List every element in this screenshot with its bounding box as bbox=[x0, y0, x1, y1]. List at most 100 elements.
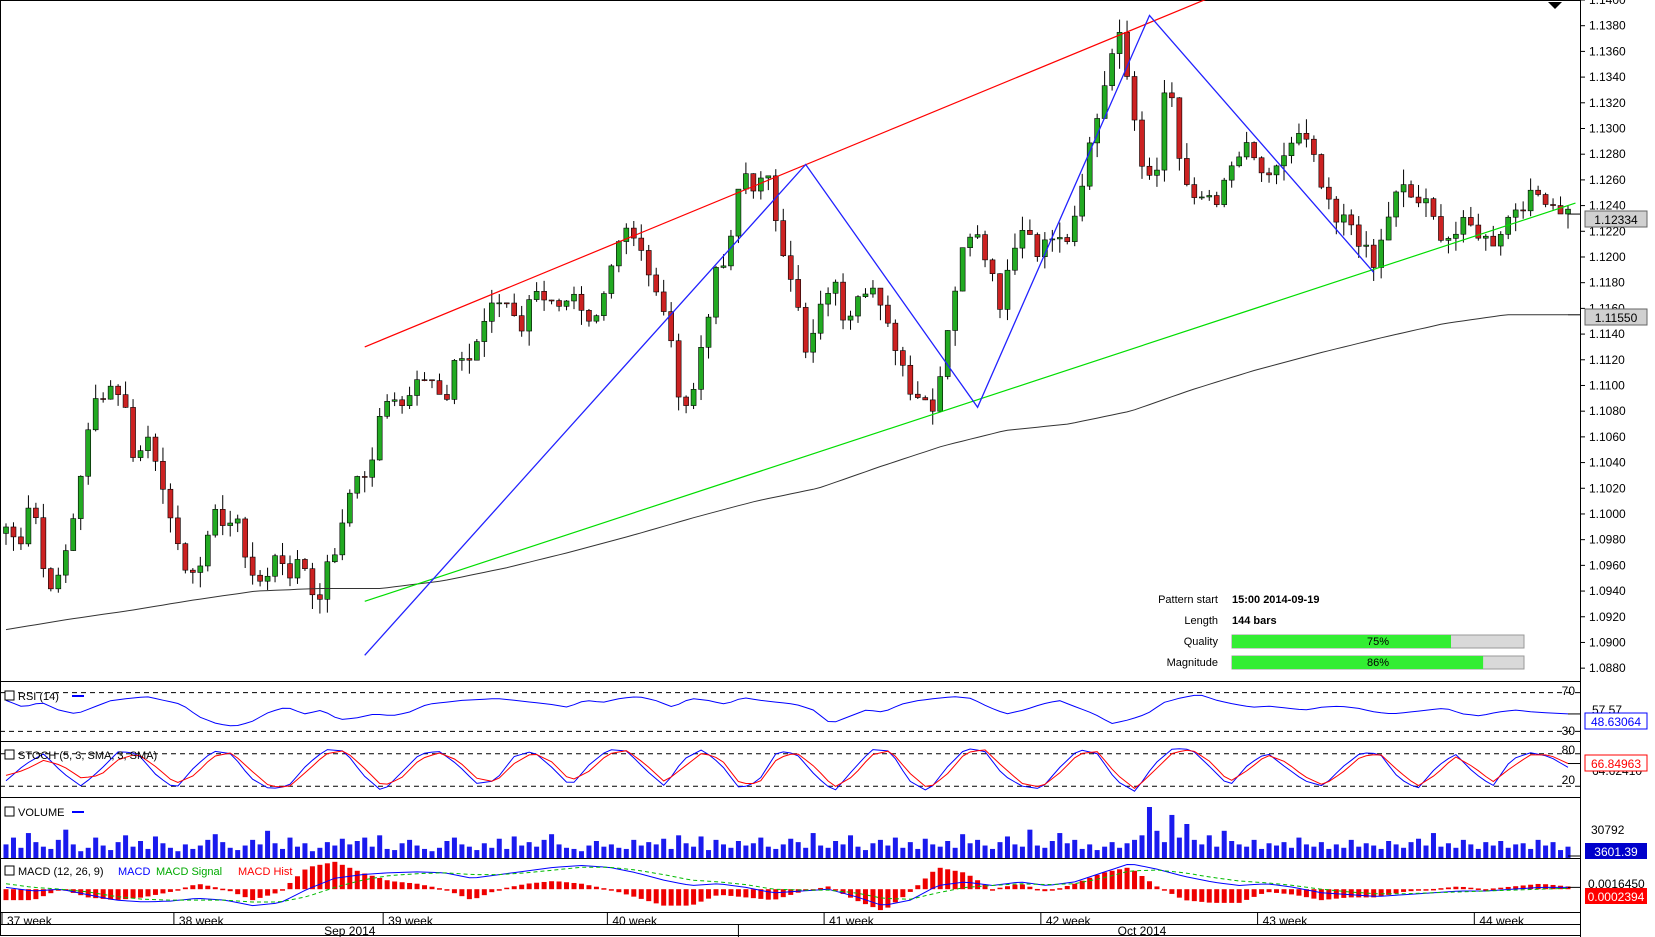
pattern-start-value: 15:00 2014-09-19 bbox=[1232, 594, 1319, 606]
last-price-box bbox=[1584, 210, 1648, 228]
volume-bar bbox=[608, 844, 614, 858]
y-tick-label: 1.1300 bbox=[1589, 121, 1626, 135]
volume-bar bbox=[623, 848, 629, 858]
macd-hist-bar bbox=[1169, 889, 1175, 894]
candle bbox=[346, 492, 353, 524]
macd-hist-bar bbox=[997, 887, 1003, 890]
volume-bar bbox=[63, 829, 69, 858]
candle bbox=[160, 460, 166, 490]
rsi-collapse-icon[interactable] bbox=[4, 690, 15, 701]
volume-bar bbox=[743, 845, 749, 858]
volume-bar bbox=[1430, 833, 1436, 858]
volume-bar bbox=[1139, 835, 1145, 858]
macd-legend-macd: MACD bbox=[118, 866, 150, 878]
volume-bar bbox=[160, 843, 166, 858]
y-tick-label: 1.1260 bbox=[1589, 173, 1626, 187]
macd-hist-bar bbox=[870, 889, 876, 908]
macd-hist-bar bbox=[758, 889, 764, 899]
candle bbox=[1557, 205, 1564, 215]
volume-bar bbox=[1176, 837, 1182, 858]
candle bbox=[145, 436, 151, 451]
y-tick-label: 1.0920 bbox=[1589, 610, 1626, 624]
macd-hist-bar bbox=[1176, 889, 1182, 898]
candle bbox=[474, 341, 480, 361]
macd-hist-bar bbox=[265, 889, 271, 896]
macd-hist-bar bbox=[160, 889, 166, 894]
candle bbox=[653, 274, 660, 293]
candle bbox=[1236, 156, 1242, 167]
volume-bar bbox=[638, 845, 644, 858]
volume-bar bbox=[197, 845, 203, 858]
volume-collapse-icon[interactable] bbox=[4, 806, 15, 817]
volume-bar bbox=[1184, 824, 1190, 858]
volume-bar bbox=[1460, 839, 1466, 858]
candle bbox=[242, 518, 248, 558]
volume-bar bbox=[758, 837, 764, 858]
volume-bar bbox=[1356, 846, 1362, 858]
macd-hist-bar bbox=[302, 869, 308, 890]
macd-hist-bar bbox=[407, 882, 413, 890]
macd-hist-bar bbox=[1348, 889, 1354, 898]
volume-bar bbox=[1057, 833, 1063, 858]
macd-hist-bar bbox=[466, 889, 472, 900]
candle bbox=[294, 559, 301, 579]
candle bbox=[1064, 237, 1071, 242]
macd-hist-bar bbox=[1184, 889, 1190, 901]
candle bbox=[1049, 238, 1056, 241]
macd-hist-bar bbox=[892, 889, 898, 903]
candle bbox=[1086, 142, 1093, 187]
pattern-start-label: Pattern start bbox=[1158, 594, 1218, 606]
macd-hist-bar bbox=[593, 886, 599, 890]
candle bbox=[122, 394, 129, 408]
candle bbox=[608, 265, 615, 294]
candle bbox=[1475, 224, 1482, 239]
macd-hist-bar bbox=[1274, 889, 1280, 893]
candle bbox=[1288, 142, 1295, 157]
volume-bar bbox=[698, 836, 704, 858]
macd-hist-bar bbox=[451, 889, 457, 894]
stoch-collapse-icon[interactable] bbox=[4, 749, 15, 760]
macd-hist-bar bbox=[1019, 884, 1025, 890]
volume-tick-label: 30792 bbox=[1591, 823, 1625, 837]
volume-bar bbox=[250, 839, 256, 858]
volume-bar bbox=[212, 834, 218, 858]
macd-hist-bar bbox=[436, 888, 442, 890]
stoch-level-20: 20 bbox=[1562, 773, 1576, 787]
panel-menu-icon[interactable] bbox=[1548, 2, 1562, 9]
volume-bar bbox=[967, 843, 973, 858]
volume-bar bbox=[601, 846, 607, 858]
candle bbox=[1191, 184, 1198, 198]
candle bbox=[1221, 179, 1228, 205]
candle bbox=[1370, 244, 1377, 268]
macd-hist-bar bbox=[414, 883, 420, 890]
volume-bar bbox=[1378, 848, 1384, 858]
candle bbox=[1184, 158, 1190, 185]
candle bbox=[1012, 247, 1018, 271]
candle bbox=[1056, 237, 1063, 240]
volume-bar bbox=[631, 839, 637, 858]
candle bbox=[436, 380, 443, 395]
macd-hist-bar bbox=[481, 889, 487, 896]
candle bbox=[369, 459, 376, 478]
volume-bar bbox=[519, 845, 525, 858]
macd-hist-bar bbox=[362, 873, 368, 890]
volume-bar bbox=[1393, 844, 1399, 858]
volume-bar bbox=[25, 833, 31, 858]
candle bbox=[1535, 189, 1541, 195]
volume-bar bbox=[661, 838, 667, 858]
candle bbox=[526, 299, 532, 332]
macd-hist-bar bbox=[123, 889, 129, 900]
y-tick-label: 1.1040 bbox=[1589, 456, 1626, 470]
candle bbox=[914, 393, 921, 398]
macd-collapse-icon[interactable] bbox=[4, 865, 15, 876]
volume-bar bbox=[294, 846, 300, 858]
candle bbox=[152, 436, 159, 462]
volume-bar bbox=[1303, 844, 1309, 858]
volume-title: VOLUME bbox=[18, 807, 64, 819]
y-tick-label: 1.1360 bbox=[1589, 44, 1626, 58]
macd-hist-bar bbox=[668, 889, 674, 906]
candle bbox=[645, 250, 652, 276]
macd-hist-bar bbox=[578, 883, 584, 890]
volume-bar bbox=[1072, 839, 1078, 858]
candle bbox=[563, 300, 570, 307]
